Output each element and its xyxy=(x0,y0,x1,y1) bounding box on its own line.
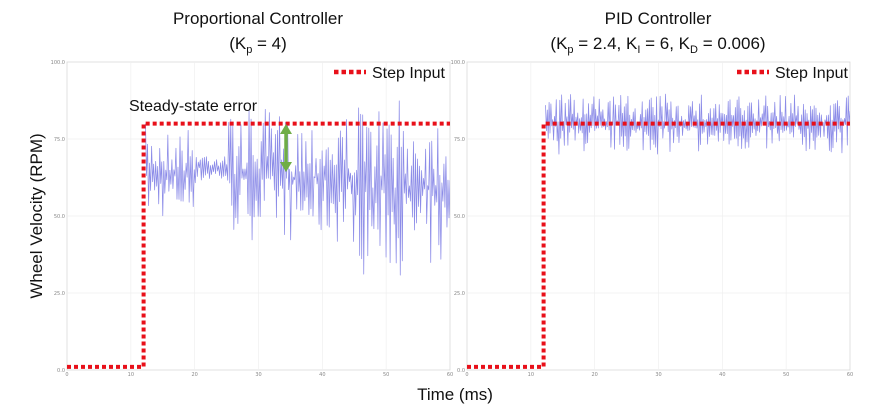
left-x-tick-label: 30 xyxy=(255,372,261,378)
right-step-input-line xyxy=(467,121,850,369)
left-x-tick-label: 0 xyxy=(65,372,68,378)
left-step-input-line xyxy=(67,121,450,369)
right-legend: Step Input xyxy=(737,65,849,82)
left-y-tick-label: 100.0 xyxy=(51,60,65,66)
right-x-tick-label: 40 xyxy=(719,372,725,378)
right-tick-labels: 0 10 20 30 40 50 60 0.0 25.0 50.0 75.0 100.0 xyxy=(451,60,854,378)
y-axis-title: Wheel Velocity (RPM) xyxy=(27,133,46,298)
left-subtitle: (Kp = 4) xyxy=(229,34,287,56)
left-y-tick-label: 50.0 xyxy=(54,214,65,220)
left-y-tick-label: 25.0 xyxy=(54,291,65,297)
left-x-tick-label: 40 xyxy=(319,372,325,378)
left-x-tick-label: 20 xyxy=(191,372,197,378)
left-response-series xyxy=(145,100,450,276)
left-x-tick-label: 60 xyxy=(447,372,453,378)
right-x-tick-label: 50 xyxy=(783,372,789,378)
right-x-tick-label: 60 xyxy=(847,372,853,378)
left-y-tick-label: 75.0 xyxy=(54,137,65,143)
right-plot: 0 10 20 30 40 50 60 0.0 25.0 50.0 75.0 100.0 Step I… xyxy=(451,60,854,378)
right-title: PID Controller xyxy=(605,9,712,28)
left-step-series xyxy=(67,121,450,369)
right-step-series xyxy=(467,121,850,369)
right-y-tick-label: 100.0 xyxy=(451,60,465,66)
right-subtitle: (Kp = 2.4, KI = 6, KD = 0.006) xyxy=(550,34,765,56)
right-x-tick-label: 0 xyxy=(465,372,468,378)
left-plot: 0 10 20 30 40 50 60 0.0 25.0 50.0 75.0 100.0 Step I… xyxy=(51,60,454,378)
steady-state-annotation: Steady-state error xyxy=(129,98,258,115)
right-y-tick-label: 50.0 xyxy=(454,214,465,220)
left-legend-label: Step Input xyxy=(372,65,446,82)
right-y-tick-label: 75.0 xyxy=(454,137,465,143)
right-legend-label: Step Input xyxy=(775,65,849,82)
left-tick-labels: 0 10 20 30 40 50 60 0.0 25.0 50.0 75.0 100.0 xyxy=(51,60,454,378)
steady-state-error-arrow xyxy=(280,124,292,172)
right-y-tick-label: 25.0 xyxy=(454,291,465,297)
right-x-tick-label: 10 xyxy=(528,372,534,378)
right-x-tick-label: 30 xyxy=(655,372,661,378)
left-x-tick-label: 10 xyxy=(128,372,134,378)
left-y-tick-label: 0.0 xyxy=(57,368,65,374)
right-x-tick-label: 20 xyxy=(591,372,597,378)
x-axis-title: Time (ms) xyxy=(417,385,493,404)
left-response-line xyxy=(145,100,450,276)
left-legend: Step Input xyxy=(334,65,446,82)
right-y-tick-label: 0.0 xyxy=(457,368,465,374)
left-title: Proportional Controller xyxy=(173,9,343,28)
left-x-tick-label: 50 xyxy=(383,372,389,378)
